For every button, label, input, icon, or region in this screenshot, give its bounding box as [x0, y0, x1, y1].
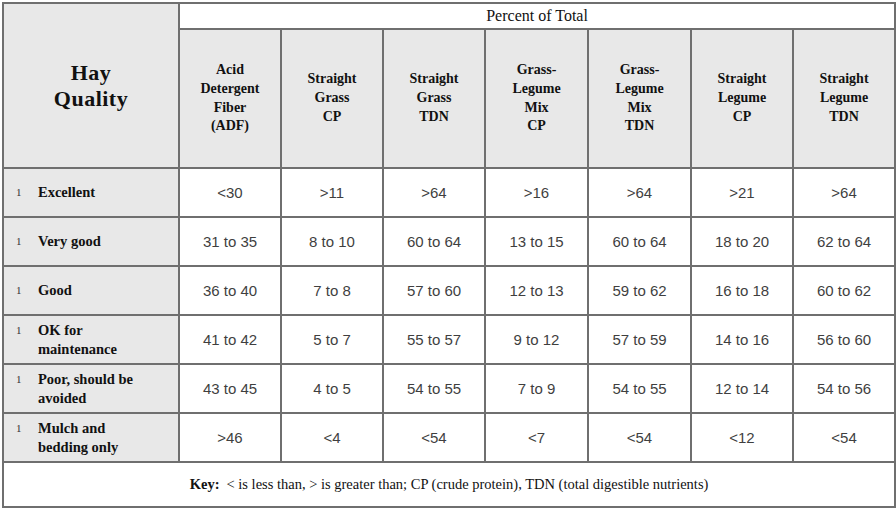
row-label-poor-should-be-avoided: 1 Poor, should be avoided: [3, 364, 179, 413]
row-label-text: Mulch and bedding only: [38, 419, 118, 457]
row-label-very-good: 1 Very good: [3, 217, 179, 266]
table-row: 1 Excellent <30 >11 >64 >16 >64 >21 >64: [3, 168, 895, 217]
row-label-text: Good: [38, 281, 72, 300]
cell-value: 14 to 16: [691, 315, 793, 364]
row-label-text: OK for maintenance: [38, 321, 117, 359]
cell-value: 13 to 15: [485, 217, 588, 266]
cell-value: >46: [179, 413, 281, 462]
column-header-grass-legume-mix-cp: Grass- Legume Mix CP: [485, 29, 588, 168]
cell-value: 55 to 57: [383, 315, 485, 364]
cell-value: >11: [281, 168, 383, 217]
cell-value: 8 to 10: [281, 217, 383, 266]
cell-value: <12: [691, 413, 793, 462]
cell-value: 18 to 20: [691, 217, 793, 266]
table-row: 1 Mulch and bedding only >46 <4 <54 <7 <…: [3, 413, 895, 462]
cell-value: 60 to 64: [383, 217, 485, 266]
column-header-straight-grass-cp: Straight Grass CP: [281, 29, 383, 168]
row-label-excellent: 1 Excellent: [3, 168, 179, 217]
cell-value: <4: [281, 413, 383, 462]
row-label-ok-for-maintenance: 1 OK for maintenance: [3, 315, 179, 364]
cell-value: 43 to 45: [179, 364, 281, 413]
cell-value: 54 to 56: [793, 364, 895, 413]
table-row: 1 Poor, should be avoided 43 to 45 4 to …: [3, 364, 895, 413]
row-marker: 1: [16, 419, 38, 434]
cell-value: 36 to 40: [179, 266, 281, 315]
cell-value: <54: [588, 413, 691, 462]
cell-value: 16 to 18: [691, 266, 793, 315]
cell-value: <30: [179, 168, 281, 217]
cell-value: 12 to 13: [485, 266, 588, 315]
percent-of-total-header: Percent of Total: [179, 3, 895, 29]
cell-value: 54 to 55: [383, 364, 485, 413]
cell-value: <54: [793, 413, 895, 462]
row-label-text: Very good: [38, 232, 101, 251]
table-row: 1 Very good 31 to 35 8 to 10 60 to 64 13…: [3, 217, 895, 266]
cell-value: 62 to 64: [793, 217, 895, 266]
corner-header-hay-quality: Hay Quality: [3, 3, 179, 168]
key-text: < is less than, > is greater than; CP (c…: [227, 476, 709, 492]
cell-value: 60 to 64: [588, 217, 691, 266]
column-header-adf: Acid Detergent Fiber (ADF): [179, 29, 281, 168]
row-marker: 1: [16, 183, 38, 198]
column-header-straight-legume-cp: Straight Legume CP: [691, 29, 793, 168]
cell-value: >21: [691, 168, 793, 217]
table-row: 1 OK for maintenance 41 to 42 5 to 7 55 …: [3, 315, 895, 364]
cell-value: 56 to 60: [793, 315, 895, 364]
hay-quality-table: Hay Quality Percent of Total Acid Deterg…: [2, 2, 894, 508]
cell-value: 9 to 12: [485, 315, 588, 364]
cell-value: 57 to 60: [383, 266, 485, 315]
cell-value: 7 to 8: [281, 266, 383, 315]
cell-value: <54: [383, 413, 485, 462]
cell-value: 31 to 35: [179, 217, 281, 266]
cell-value: 54 to 55: [588, 364, 691, 413]
cell-value: 12 to 14: [691, 364, 793, 413]
cell-value: 7 to 9: [485, 364, 588, 413]
table-row: 1 Good 36 to 40 7 to 8 57 to 60 12 to 13…: [3, 266, 895, 315]
row-label-text: Excellent: [38, 183, 95, 202]
cell-value: 4 to 5: [281, 364, 383, 413]
column-header-straight-grass-tdn: Straight Grass TDN: [383, 29, 485, 168]
cell-value: 59 to 62: [588, 266, 691, 315]
cell-value: >64: [793, 168, 895, 217]
row-label-good: 1 Good: [3, 266, 179, 315]
cell-value: 41 to 42: [179, 315, 281, 364]
cell-value: 5 to 7: [281, 315, 383, 364]
row-marker: 1: [16, 370, 38, 385]
row-marker: 1: [16, 321, 38, 336]
key-footnote: Key: < is less than, > is greater than; C…: [3, 462, 895, 507]
cell-value: >64: [383, 168, 485, 217]
row-label-mulch-and-bedding-only: 1 Mulch and bedding only: [3, 413, 179, 462]
column-header-grass-legume-mix-tdn: Grass- Legume Mix TDN: [588, 29, 691, 168]
cell-value: >64: [588, 168, 691, 217]
row-label-text: Poor, should be avoided: [38, 370, 133, 408]
row-marker: 1: [16, 281, 38, 296]
column-header-straight-legume-tdn: Straight Legume TDN: [793, 29, 895, 168]
key-label: Key:: [190, 476, 220, 492]
cell-value: 57 to 59: [588, 315, 691, 364]
row-marker: 1: [16, 232, 38, 247]
cell-value: >16: [485, 168, 588, 217]
cell-value: <7: [485, 413, 588, 462]
cell-value: 60 to 62: [793, 266, 895, 315]
